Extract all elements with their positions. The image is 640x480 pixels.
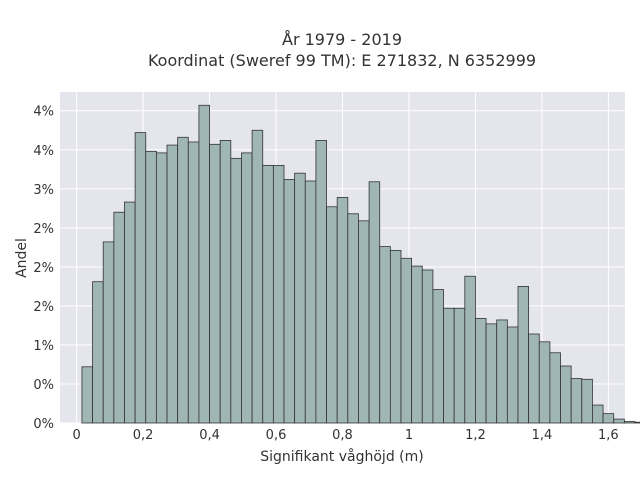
x-tick-label: 1,6: [598, 428, 619, 443]
histogram-bar: [145, 150, 157, 424]
histogram-bar: [613, 418, 625, 424]
x-tick-labels: 0 0,2 0,4 0,6 0,8 1 1,2 1,4 1,6: [72, 428, 618, 443]
y-tick-label: 0%: [33, 417, 54, 432]
histogram-bar: [570, 378, 583, 424]
histogram-bar: [358, 220, 370, 424]
y-tick-label: 3%: [33, 183, 54, 198]
y-axis-title: Andel: [14, 238, 30, 278]
histogram-bar: [187, 141, 200, 424]
x-tick-label: 1,2: [465, 428, 486, 443]
x-tick-label: 0,2: [133, 428, 154, 443]
histogram-bar: [102, 241, 115, 424]
histogram-bar: [219, 140, 232, 424]
histogram-bar: [453, 307, 466, 424]
histogram-bar: [379, 246, 391, 424]
x-axis-title: Signifikant våghöjd (m): [260, 448, 423, 465]
y-tick-label: 2%: [33, 222, 54, 237]
histogram-bar: [528, 333, 540, 424]
histogram-bar: [485, 323, 498, 424]
histogram-bar: [241, 152, 253, 424]
histogram-bar: [177, 136, 189, 424]
x-tick-label: 1,4: [532, 428, 553, 443]
histogram-bar: [538, 341, 551, 424]
x-tick-label: 1: [405, 428, 413, 443]
histogram-bar: [560, 365, 572, 424]
y-tick-label: 4%: [33, 144, 54, 159]
chart-title-line2: Koordinat (Sweref 99 TM): E 271832, N 63…: [148, 51, 536, 70]
histogram-bar: [581, 378, 593, 424]
histogram-bar: [92, 281, 104, 424]
histogram-bar: [549, 352, 561, 424]
histogram-bar: [124, 201, 136, 424]
histogram-bar: [411, 265, 423, 424]
histogram-bar: [283, 179, 296, 424]
histogram-bar: [634, 421, 640, 424]
histogram-bar: [272, 164, 285, 424]
x-tick-label: 0,8: [332, 428, 353, 443]
y-tick-label: 0%: [33, 378, 54, 393]
histogram-bar: [230, 157, 242, 424]
histogram-bar: [506, 326, 519, 424]
histogram-bar: [155, 152, 168, 424]
bars: [81, 104, 640, 424]
histogram-bar: [336, 196, 349, 424]
histogram-bar: [198, 104, 210, 424]
histogram-bar: [517, 285, 530, 424]
chart-title-line1: År 1979 - 2019: [282, 30, 402, 49]
y-tick-labels: 0% 0% 1% 2% 2% 2% 3% 4% 4%: [33, 105, 54, 432]
histogram-bar: [326, 206, 338, 424]
histogram-bar: [475, 317, 487, 424]
histogram-bar: [496, 319, 508, 424]
x-tick-label: 0: [72, 428, 80, 443]
histogram-bar: [421, 269, 434, 424]
y-tick-label: 1%: [33, 339, 54, 354]
histogram-bar: [400, 257, 413, 424]
histogram-bar: [251, 129, 264, 424]
y-tick-label: 2%: [33, 300, 54, 315]
histogram-bar: [464, 275, 476, 424]
histogram-bar: [113, 211, 125, 424]
histogram-bar: [134, 132, 147, 424]
histogram-bar: [315, 140, 327, 424]
histogram-bar: [368, 181, 381, 424]
histogram-bar: [81, 366, 93, 424]
histogram-bar: [432, 289, 444, 424]
histogram-bar: [623, 421, 636, 424]
x-tick-label: 0,4: [199, 428, 220, 443]
histogram-bar: [347, 213, 359, 424]
x-tick-label: 0,6: [266, 428, 287, 443]
histogram-bar: [166, 144, 179, 424]
y-tick-label: 2%: [33, 261, 54, 276]
histogram-bar: [592, 404, 604, 424]
histogram-bar: [389, 250, 402, 424]
histogram-bar: [602, 413, 615, 424]
histogram-bar: [262, 164, 274, 424]
histogram-bar: [294, 172, 306, 424]
histogram-bar: [443, 307, 455, 424]
y-tick-label: 4%: [33, 105, 54, 120]
histogram-bar: [304, 180, 317, 424]
histogram-bar: [209, 143, 221, 424]
